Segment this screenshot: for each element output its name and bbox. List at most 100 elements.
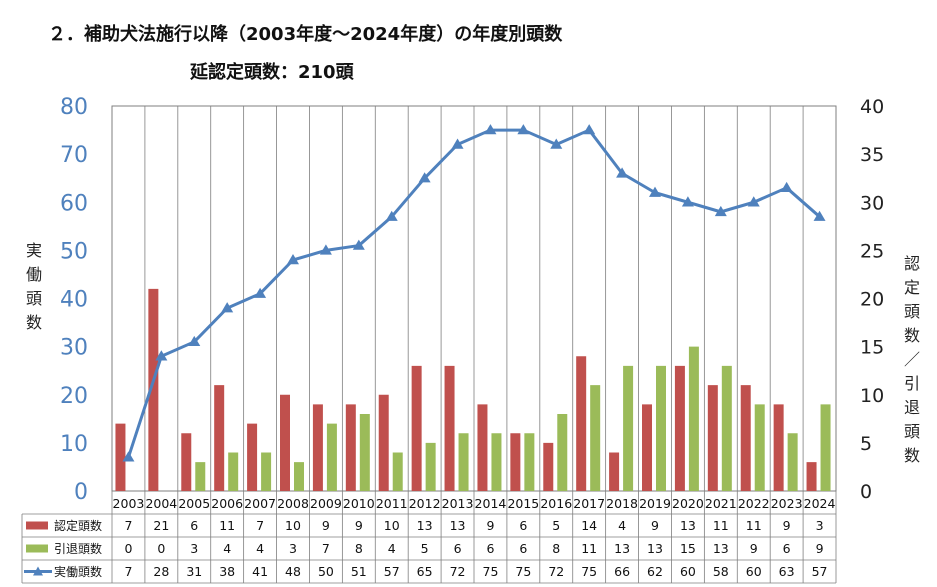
data-label: 3 xyxy=(190,541,198,556)
bar-certified xyxy=(477,404,488,491)
left-tick-label: 80 xyxy=(60,95,88,120)
data-label: 38 xyxy=(219,564,235,579)
marker-active xyxy=(122,451,135,462)
data-label: 48 xyxy=(285,564,301,579)
marker-active xyxy=(352,239,365,250)
bar-retired xyxy=(195,462,206,491)
bar-certified xyxy=(181,433,192,491)
bar-retired xyxy=(392,452,403,491)
marker-active xyxy=(616,167,629,178)
data-label: 11 xyxy=(746,518,762,533)
right-tick-label: 0 xyxy=(860,481,872,503)
bar-certified xyxy=(247,423,258,491)
data-label: 5 xyxy=(421,541,429,556)
legend-label: 引退頭数 xyxy=(54,541,102,556)
category-label: 2015 xyxy=(507,496,539,511)
category-label: 2020 xyxy=(672,496,704,511)
data-label: 7 xyxy=(124,518,132,533)
marker-active xyxy=(418,172,431,183)
right-tick-label: 10 xyxy=(860,385,884,407)
data-label: 57 xyxy=(812,564,828,579)
chart-title: ２．補助犬法施行以降（2003年度～2024年度）の年度別頭数 xyxy=(48,24,563,45)
data-label: 60 xyxy=(746,564,762,579)
chart-subtitle: 延認定頭数：210頭 xyxy=(190,62,354,83)
data-label: 6 xyxy=(486,541,494,556)
data-label: 6 xyxy=(783,541,791,556)
marker-active xyxy=(451,138,464,149)
bar-certified xyxy=(576,356,587,491)
data-label: 3 xyxy=(289,541,297,556)
bar-certified xyxy=(543,442,554,491)
data-label: 41 xyxy=(252,564,268,579)
bar-retired xyxy=(228,452,239,491)
bar-retired xyxy=(787,433,798,491)
data-label: 75 xyxy=(515,564,531,579)
data-label: 0 xyxy=(124,541,132,556)
category-label: 2019 xyxy=(639,496,671,511)
data-label: 60 xyxy=(680,564,696,579)
bar-retired xyxy=(656,365,666,491)
data-label: 4 xyxy=(618,518,626,533)
bar-retired xyxy=(721,365,732,491)
left-tick-label: 50 xyxy=(60,239,88,264)
data-label: 10 xyxy=(285,518,301,533)
category-label: 2005 xyxy=(178,496,210,511)
legend-swatch xyxy=(26,544,48,553)
marker-active xyxy=(155,350,168,361)
bar-retired xyxy=(623,365,634,491)
data-label: 51 xyxy=(351,564,367,579)
bar-retired xyxy=(294,462,304,491)
marker-active xyxy=(287,254,299,265)
right-tick-label: 40 xyxy=(860,96,884,118)
data-label: 31 xyxy=(186,564,202,579)
category-label: 2011 xyxy=(376,496,408,511)
data-label: 9 xyxy=(651,518,659,533)
data-label: 21 xyxy=(153,518,169,533)
data-label: 4 xyxy=(388,541,396,556)
left-tick-label: 20 xyxy=(60,384,88,409)
bar-certified xyxy=(510,433,521,491)
bar-retired xyxy=(754,404,765,491)
category-label: 2022 xyxy=(738,496,770,511)
data-label: 14 xyxy=(581,518,597,533)
data-label: 57 xyxy=(384,564,400,579)
data-label: 7 xyxy=(124,564,132,579)
bar-certified xyxy=(345,404,356,491)
bar-retired xyxy=(425,442,436,491)
data-label: 58 xyxy=(713,564,729,579)
bar-certified xyxy=(115,423,126,491)
category-label: 2023 xyxy=(771,496,803,511)
data-label: 9 xyxy=(783,518,791,533)
data-label: 62 xyxy=(647,564,663,579)
data-label: 13 xyxy=(647,541,663,556)
marker-active xyxy=(649,186,661,197)
data-label: 63 xyxy=(779,564,795,579)
data-label: 10 xyxy=(384,518,400,533)
bar-certified xyxy=(148,288,159,491)
bar-retired xyxy=(458,433,469,491)
data-label: 13 xyxy=(614,541,630,556)
data-label: 72 xyxy=(548,564,564,579)
bar-retired xyxy=(491,433,502,491)
data-label: 4 xyxy=(223,541,231,556)
bar-certified xyxy=(674,365,685,491)
bar-retired xyxy=(261,452,272,491)
legend-label: 実働頭数 xyxy=(54,564,102,579)
legend-marker xyxy=(33,566,43,576)
data-label: 11 xyxy=(713,518,729,533)
data-label: 13 xyxy=(450,518,466,533)
marker-active xyxy=(780,181,793,193)
marker-active xyxy=(747,196,760,207)
left-tick-label: 40 xyxy=(60,288,88,313)
left-tick-label: 10 xyxy=(60,432,88,457)
left-tick-label: 60 xyxy=(60,191,88,216)
left-tick-label: 70 xyxy=(60,143,88,168)
bar-retired xyxy=(524,433,535,491)
data-label: 4 xyxy=(256,541,264,556)
legend-label: 認定頭数 xyxy=(54,518,102,533)
data-label: 13 xyxy=(713,541,729,556)
category-label: 2016 xyxy=(540,496,572,511)
right-axis-label: 認定頭数／引退頭数 xyxy=(901,255,920,471)
bar-certified xyxy=(444,365,455,491)
